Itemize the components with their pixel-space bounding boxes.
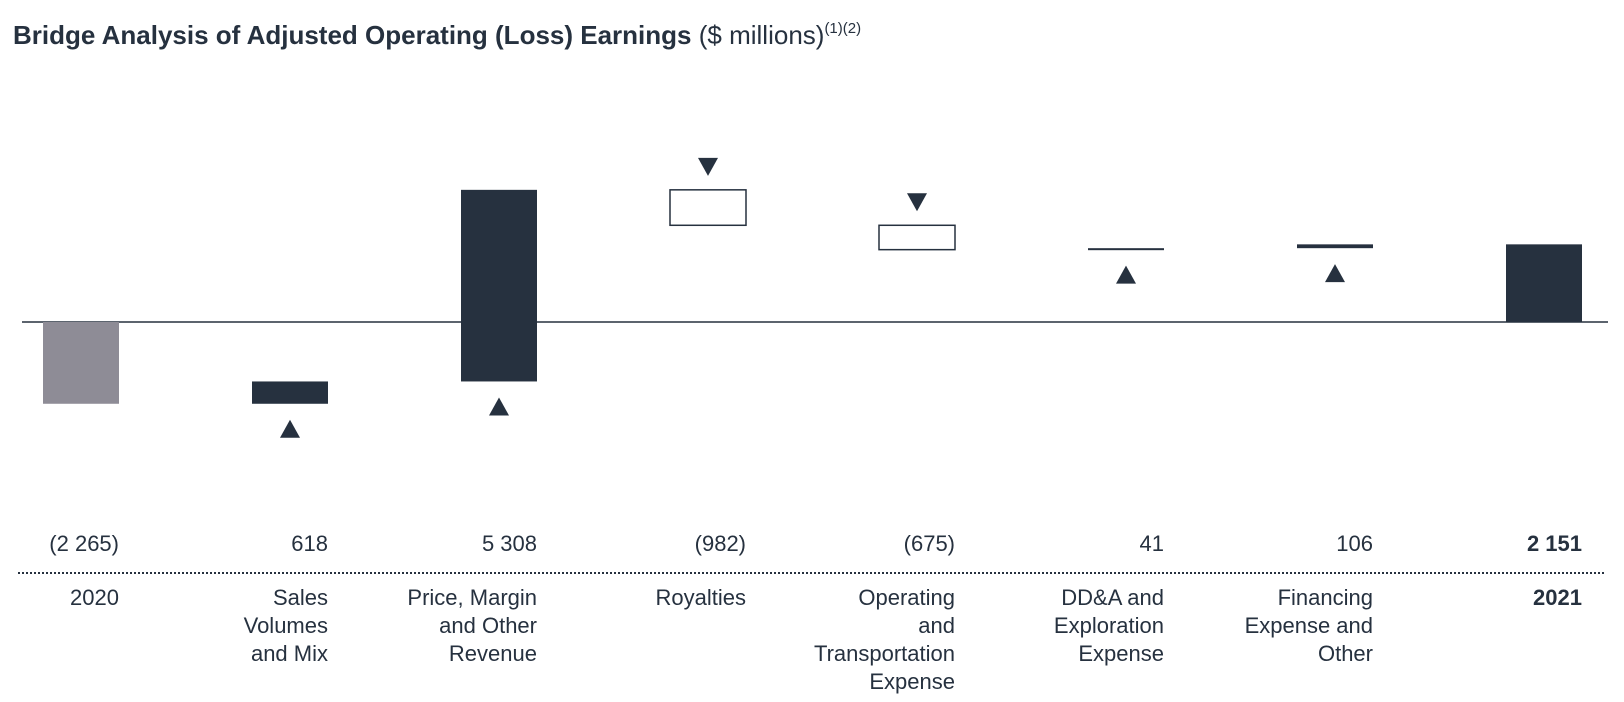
category-label-line: and Mix [250,641,328,666]
value-label-5: (675) [903,531,955,556]
category-label-line: Financing [1277,585,1373,610]
category-label-4: Royalties [526,584,746,612]
category-label-1: 2020 [0,584,119,612]
category-label-line: and [918,613,955,638]
value-label-1: (2 265) [49,531,119,556]
category-label-3: Price, Margin and Other Revenue [317,584,537,668]
category-label-line: and Other [439,613,537,638]
category-label-line: Revenue [448,641,537,666]
up-arrow-icon-2 [280,419,300,438]
category-label-line: Expense [869,669,955,694]
down-arrow-icon-5 [907,193,927,212]
value-label-7: 106 [1336,531,1373,556]
value-label-8: 2 151 [1526,531,1582,556]
category-label-line: Expense and [1244,613,1373,638]
down-arrow-icon-4 [698,157,718,176]
bar-5 [878,224,956,251]
value-label-2: 618 [291,531,328,556]
category-label-line: Operating [858,585,955,610]
category-label-line: 2020 [70,585,119,610]
bar-3 [461,189,537,382]
category-label-5: Operating and Transportation Expense [735,584,955,696]
category-label-line: Sales [272,585,328,610]
value-label-6: 41 [1139,531,1164,556]
category-label-line: Expense [1078,641,1164,666]
footnote-marks: (1)(2) [824,20,862,37]
category-label-7: Financing Expense and Other [1153,584,1373,668]
up-arrow-icon-3 [489,397,509,416]
category-label-line: Exploration [1053,613,1164,638]
bar-2 [252,381,328,404]
value-label-3: 5 308 [481,531,537,556]
bar-4 [669,189,747,227]
category-label-line: Price, Margin [407,585,537,610]
bar-8 [1506,244,1582,322]
bar-1 [43,322,119,404]
bar-6 [1088,248,1164,251]
category-label-line: DD&A and [1061,585,1164,610]
category-label-line: Volumes [243,613,328,638]
category-label-line: Transportation [813,641,955,666]
up-arrow-icon-7 [1325,264,1345,283]
category-label-line: Royalties [655,585,746,610]
category-label-2: Sales Volumes and Mix [108,584,328,668]
chart-title: Bridge Analysis of Adjusted Operating (L… [13,12,861,52]
chart-title-text: Bridge Analysis of Adjusted Operating (L… [13,20,692,50]
dotted-separator [18,572,1604,574]
category-label-line: Other [1317,641,1373,666]
value-label-4: (982) [694,531,746,556]
bar-7 [1297,244,1373,249]
category-label-6: DD&A and Exploration Expense [944,584,1164,668]
chart-unit-label: ($ millions) [698,20,825,50]
up-arrow-icon-6 [1116,265,1136,284]
category-label-8: 2021 [1362,584,1582,612]
category-label-line: 2021 [1533,585,1582,610]
